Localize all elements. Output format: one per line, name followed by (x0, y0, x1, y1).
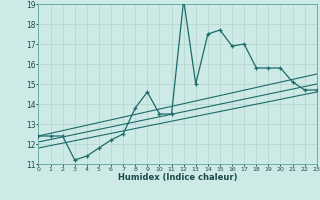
X-axis label: Humidex (Indice chaleur): Humidex (Indice chaleur) (118, 173, 237, 182)
